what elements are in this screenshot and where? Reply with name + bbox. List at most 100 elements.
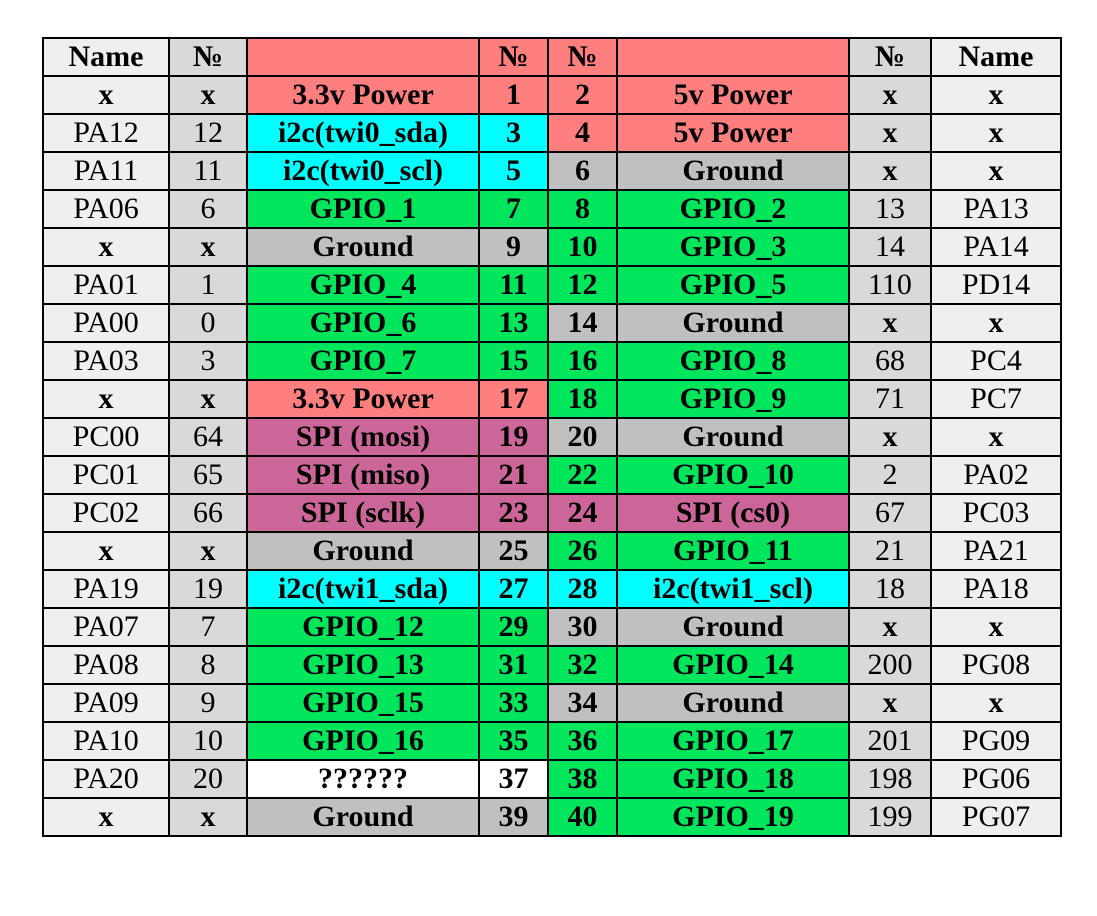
pin-function-left: 3.3v Power [246, 379, 480, 419]
gpio-name-left: PA10 [42, 721, 170, 761]
pin-function-right: GPIO_18 [616, 759, 850, 799]
pin-rows: x x 3.3v Power 1 2 5v Power x x PA12 12 i2c(twi0_s… [42, 75, 1062, 837]
gpio-number-left: 20 [168, 759, 248, 799]
gpio-number-right: x [848, 417, 932, 457]
pin-number-right: 12 [547, 265, 618, 305]
pin-number-right: 8 [547, 189, 618, 229]
header-function-left [246, 37, 480, 77]
table-row: PA10 10 GPIO_16 35 36 GPIO_17 201 PG09 [42, 721, 1062, 761]
pin-function-right: GPIO_11 [616, 531, 850, 571]
header-name-right: Name [930, 37, 1062, 77]
pin-function-right: Ground [616, 303, 850, 343]
pin-number-left: 33 [478, 683, 549, 723]
pin-function-left: Ground [246, 531, 480, 571]
table-row: PC02 66 SPI (sclk) 23 24 SPI (cs0) 67 PC03 [42, 493, 1062, 533]
pin-number-right: 34 [547, 683, 618, 723]
gpio-name-left: PA20 [42, 759, 170, 799]
gpio-number-left: x [168, 379, 248, 419]
gpio-number-right: 67 [848, 493, 932, 533]
gpio-name-right: PG09 [930, 721, 1062, 761]
table-row: PC00 64 SPI (mosi) 19 20 Ground x x [42, 417, 1062, 457]
pin-number-left: 7 [478, 189, 549, 229]
gpio-name-right: PG06 [930, 759, 1062, 799]
table-row: PA09 9 GPIO_15 33 34 Ground x x [42, 683, 1062, 723]
gpio-name-left: x [42, 379, 170, 419]
pin-number-left: 23 [478, 493, 549, 533]
pin-number-left: 19 [478, 417, 549, 457]
pin-number-left: 29 [478, 607, 549, 647]
gpio-number-left: 9 [168, 683, 248, 723]
gpio-number-right: x [848, 75, 932, 115]
table-row: PA00 0 GPIO_6 13 14 Ground x x [42, 303, 1062, 343]
pin-function-right: SPI (cs0) [616, 493, 850, 533]
pin-number-left: 39 [478, 797, 549, 837]
gpio-number-right: 18 [848, 569, 932, 609]
pin-number-right: 30 [547, 607, 618, 647]
gpio-name-right: PC4 [930, 341, 1062, 381]
pin-number-right: 38 [547, 759, 618, 799]
gpio-number-left: 6 [168, 189, 248, 229]
pin-function-right: GPIO_14 [616, 645, 850, 685]
table-row: x x Ground 25 26 GPIO_11 21 PA21 [42, 531, 1062, 571]
pin-number-left: 17 [478, 379, 549, 419]
pin-function-left: 3.3v Power [246, 75, 480, 115]
header-pin-right: № [547, 37, 618, 77]
pin-number-left: 37 [478, 759, 549, 799]
pin-function-left: GPIO_1 [246, 189, 480, 229]
table-row: PA06 6 GPIO_1 7 8 GPIO_2 13 PA13 [42, 189, 1062, 229]
gpio-number-left: x [168, 75, 248, 115]
pin-function-left: SPI (mosi) [246, 417, 480, 457]
gpio-number-right: 198 [848, 759, 932, 799]
gpio-number-left: 3 [168, 341, 248, 381]
pin-function-left: GPIO_12 [246, 607, 480, 647]
pin-number-left: 21 [478, 455, 549, 495]
pin-function-left: i2c(twi0_scl) [246, 151, 480, 191]
gpio-name-right: PC7 [930, 379, 1062, 419]
pin-number-left: 31 [478, 645, 549, 685]
gpio-name-left: x [42, 75, 170, 115]
pin-function-right: i2c(twi1_scl) [616, 569, 850, 609]
gpio-number-left: x [168, 797, 248, 837]
pin-function-right: Ground [616, 151, 850, 191]
gpio-name-left: PC01 [42, 455, 170, 495]
pin-number-right: 10 [547, 227, 618, 267]
gpio-number-left: 65 [168, 455, 248, 495]
pin-number-right: 16 [547, 341, 618, 381]
gpio-name-right: x [930, 303, 1062, 343]
table-row: PA08 8 GPIO_13 31 32 GPIO_14 200 PG08 [42, 645, 1062, 685]
table-row: PA20 20?????? 37 38 GPIO_18 198 PG06 [42, 759, 1062, 799]
pin-function-right: Ground [616, 683, 850, 723]
pin-number-right: 4 [547, 113, 618, 153]
header-pin-left: № [478, 37, 549, 77]
pin-number-left: 3 [478, 113, 549, 153]
gpio-number-right: x [848, 303, 932, 343]
gpio-name-left: PA09 [42, 683, 170, 723]
gpio-name-left: PA19 [42, 569, 170, 609]
gpio-number-right: 14 [848, 227, 932, 267]
gpio-name-right: PA13 [930, 189, 1062, 229]
gpio-number-left: 12 [168, 113, 248, 153]
pin-function-right: GPIO_3 [616, 227, 850, 267]
pin-function-right: GPIO_2 [616, 189, 850, 229]
gpio-number-right: x [848, 151, 932, 191]
gpio-name-left: PA08 [42, 645, 170, 685]
table-row: x x Ground 9 10 GPIO_3 14 PA14 [42, 227, 1062, 267]
gpio-number-right: 200 [848, 645, 932, 685]
pin-function-left: GPIO_16 [246, 721, 480, 761]
pinout-table: Name № № № № Name x x 3.3v Power 1 2 5v Power… [42, 37, 1062, 837]
pin-function-left: SPI (miso) [246, 455, 480, 495]
pin-function-left: GPIO_7 [246, 341, 480, 381]
gpio-number-right: x [848, 607, 932, 647]
gpio-name-right: PG08 [930, 645, 1062, 685]
pin-function-right: 5v Power [616, 75, 850, 115]
pin-function-right: GPIO_17 [616, 721, 850, 761]
pin-number-right: 28 [547, 569, 618, 609]
table-row: PA01 1 GPIO_4 11 12 GPIO_5 110 PD14 [42, 265, 1062, 305]
gpio-number-right: 110 [848, 265, 932, 305]
gpio-name-left: PA06 [42, 189, 170, 229]
pin-number-right: 32 [547, 645, 618, 685]
table-row: PC01 65 SPI (miso) 21 22 GPIO_10 2 PA02 [42, 455, 1062, 495]
pin-number-left: 11 [478, 265, 549, 305]
table-row: PA07 7 GPIO_12 29 30 Ground x x [42, 607, 1062, 647]
gpio-name-left: x [42, 531, 170, 571]
